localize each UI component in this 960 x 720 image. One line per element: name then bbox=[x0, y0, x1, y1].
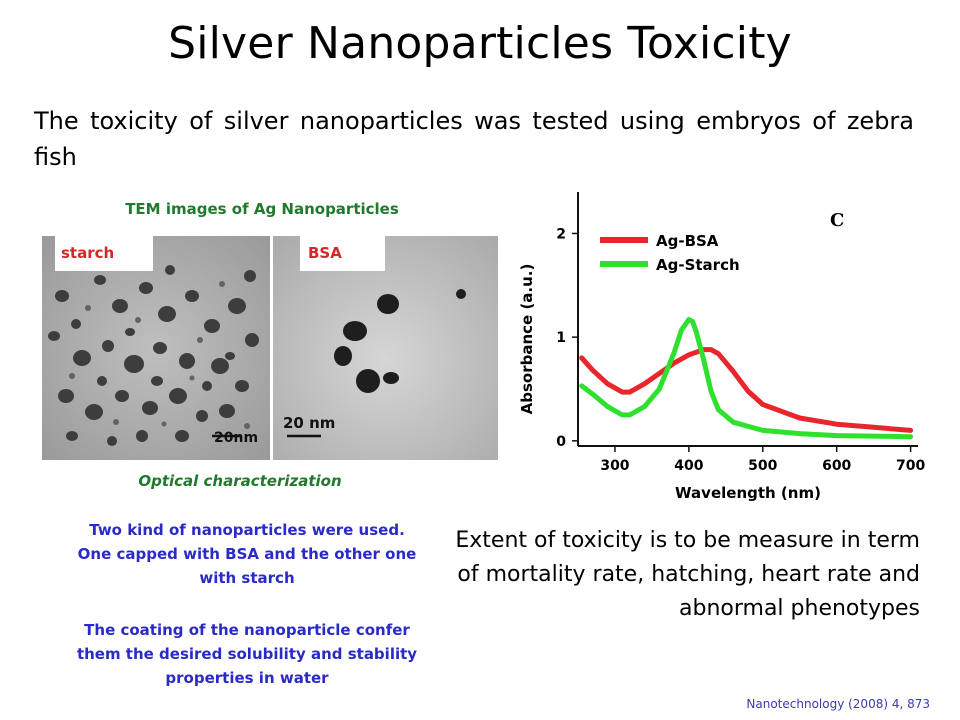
x-tick-label: 700 bbox=[896, 458, 925, 474]
x-tick-label: 500 bbox=[748, 458, 777, 474]
x-axis-label: Wavelength (nm) bbox=[675, 484, 821, 502]
legend-entry: Ag-BSA bbox=[656, 232, 719, 250]
scale-bar-label: 20 nm bbox=[283, 414, 335, 432]
y-tick-label: 0 bbox=[556, 434, 566, 450]
y-axis-label: Absorbance (a.u.) bbox=[518, 264, 536, 415]
bsa-label: BSA bbox=[300, 235, 385, 271]
coating-note: The coating of the nanoparticle confer t… bbox=[76, 621, 418, 687]
tem-bsa-micrograph: 20 nm bbox=[273, 236, 498, 460]
tem-images-title: TEM images of Ag Nanoparticles bbox=[125, 200, 399, 218]
absorbance-spectrum-chart: 300 400 500 600 700 0 1 2 Wavelength (nm) Absorba… bbox=[510, 178, 930, 503]
series-line-ag-starch bbox=[579, 317, 914, 440]
chart-plot-layer: 300 400 500 600 700 0 1 2 Wavelength (nm) Absorba… bbox=[518, 192, 925, 502]
panel-label: C bbox=[830, 210, 844, 231]
y-tick-label: 2 bbox=[556, 226, 566, 242]
slide-title: Silver Nanoparticles Toxicity bbox=[168, 18, 792, 69]
nanoparticle-types-note: Two kind of nanoparticles were used. One… bbox=[77, 521, 417, 587]
tem-starch-micrograph: 20nm bbox=[42, 236, 270, 460]
starch-label: starch bbox=[55, 235, 153, 271]
x-tick-label: 600 bbox=[822, 458, 851, 474]
citation-reference: Nanotechnology (2008) 4, 873 bbox=[746, 697, 930, 711]
x-tick-label: 400 bbox=[674, 458, 703, 474]
x-tick-label: 300 bbox=[600, 458, 629, 474]
optical-characterization-title: Optical characterization bbox=[138, 472, 342, 490]
series-line-ag-bsa bbox=[579, 347, 914, 433]
toxicity-measurement-text: Extent of toxicity is to be measure in t… bbox=[455, 528, 920, 621]
tem-image-starch: 20nm bbox=[42, 236, 270, 460]
intro-text: The toxicity of silver nanoparticles was… bbox=[34, 107, 914, 171]
scale-bar-label: 20nm bbox=[214, 430, 258, 446]
tem-image-bsa: 20 nm bbox=[273, 236, 498, 460]
y-tick-label: 1 bbox=[556, 330, 566, 346]
legend-entry: Ag-Starch bbox=[656, 256, 740, 274]
